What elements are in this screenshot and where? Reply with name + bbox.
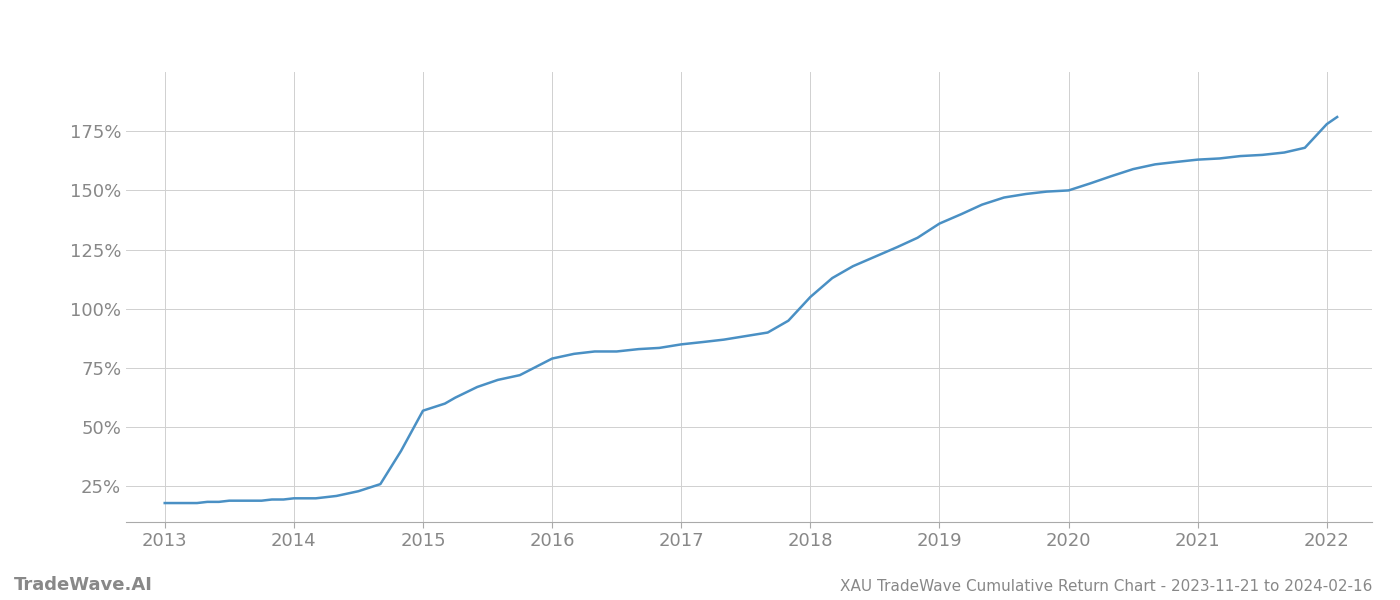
Text: XAU TradeWave Cumulative Return Chart - 2023-11-21 to 2024-02-16: XAU TradeWave Cumulative Return Chart - … <box>840 579 1372 594</box>
Text: TradeWave.AI: TradeWave.AI <box>14 576 153 594</box>
